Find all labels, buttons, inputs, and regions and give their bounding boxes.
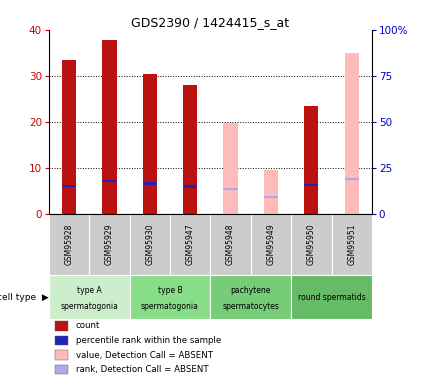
Text: pachytene: pachytene [230, 286, 271, 295]
Text: GSM95928: GSM95928 [65, 224, 74, 265]
Bar [345, 53, 359, 214]
Text: round spermatids: round spermatids [298, 292, 366, 302]
Bar [55, 365, 68, 374]
Text: cell type  ▶: cell type ▶ [0, 292, 49, 302]
Bar [210, 214, 251, 275]
Bar [183, 186, 197, 188]
Text: type A: type A [77, 286, 102, 295]
Text: GSM95929: GSM95929 [105, 224, 114, 265]
Bar [62, 60, 76, 214]
Text: type B: type B [158, 286, 182, 295]
Bar [143, 74, 157, 214]
Text: spermatocytes: spermatocytes [222, 302, 279, 311]
Bar [291, 275, 372, 319]
Bar [143, 182, 157, 184]
Bar [55, 350, 68, 360]
Text: GSM95948: GSM95948 [226, 224, 235, 265]
Bar [130, 214, 170, 275]
Bar [291, 214, 332, 275]
Bar [170, 214, 210, 275]
Bar [183, 85, 197, 214]
Bar [62, 185, 76, 187]
Bar [89, 214, 130, 275]
Text: GSM95949: GSM95949 [266, 224, 275, 265]
Text: value, Detection Call = ABSENT: value, Detection Call = ABSENT [76, 351, 213, 360]
Bar [102, 180, 116, 182]
Bar [332, 214, 372, 275]
Text: GSM95947: GSM95947 [186, 224, 195, 265]
Bar [251, 214, 291, 275]
Bar [304, 106, 318, 214]
Text: GSM95950: GSM95950 [307, 224, 316, 265]
Text: percentile rank within the sample: percentile rank within the sample [76, 336, 221, 345]
Bar [224, 188, 238, 190]
Text: spermatogonia: spermatogonia [60, 302, 118, 311]
Text: GSM95930: GSM95930 [145, 224, 154, 265]
Bar [102, 40, 116, 214]
Bar [210, 275, 291, 319]
Text: rank, Detection Call = ABSENT: rank, Detection Call = ABSENT [76, 365, 209, 374]
Bar [55, 321, 68, 331]
Bar [304, 184, 318, 186]
Title: GDS2390 / 1424415_s_at: GDS2390 / 1424415_s_at [131, 16, 289, 29]
Bar [49, 275, 130, 319]
Bar [55, 336, 68, 345]
Text: GSM95951: GSM95951 [347, 224, 356, 265]
Text: count: count [76, 321, 100, 330]
Bar [49, 214, 89, 275]
Bar [264, 196, 278, 198]
Text: spermatogonia: spermatogonia [141, 302, 199, 311]
Bar [224, 123, 238, 214]
Bar [345, 178, 359, 180]
Bar [130, 275, 210, 319]
Bar [264, 170, 278, 214]
